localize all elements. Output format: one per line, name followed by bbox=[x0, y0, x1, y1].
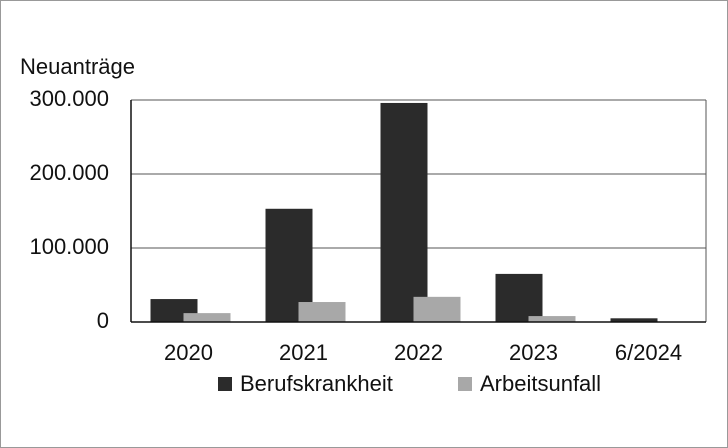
bar bbox=[413, 296, 461, 322]
bar bbox=[495, 273, 543, 322]
x-tick-label: 2022 bbox=[394, 340, 443, 365]
x-tick-label: 2023 bbox=[509, 340, 558, 365]
y-tick-label: 300.000 bbox=[29, 86, 109, 111]
bar bbox=[298, 302, 346, 322]
legend-swatch bbox=[218, 377, 232, 391]
y-axis-title: Neuanträge bbox=[20, 54, 135, 79]
legend-swatch bbox=[458, 377, 472, 391]
legend-label: Arbeitsunfall bbox=[480, 371, 601, 396]
legend-label: Berufskrankheit bbox=[240, 371, 393, 396]
y-tick-label: 100.000 bbox=[29, 234, 109, 259]
bar bbox=[380, 102, 428, 323]
x-tick-label: 6/2024 bbox=[615, 340, 682, 365]
bar bbox=[610, 318, 658, 322]
bar bbox=[528, 316, 576, 322]
x-tick-label: 2021 bbox=[279, 340, 328, 365]
y-tick-label: 0 bbox=[97, 308, 109, 333]
y-tick-label: 200.000 bbox=[29, 160, 109, 185]
x-tick-label: 2020 bbox=[164, 340, 213, 365]
bar bbox=[183, 313, 231, 322]
